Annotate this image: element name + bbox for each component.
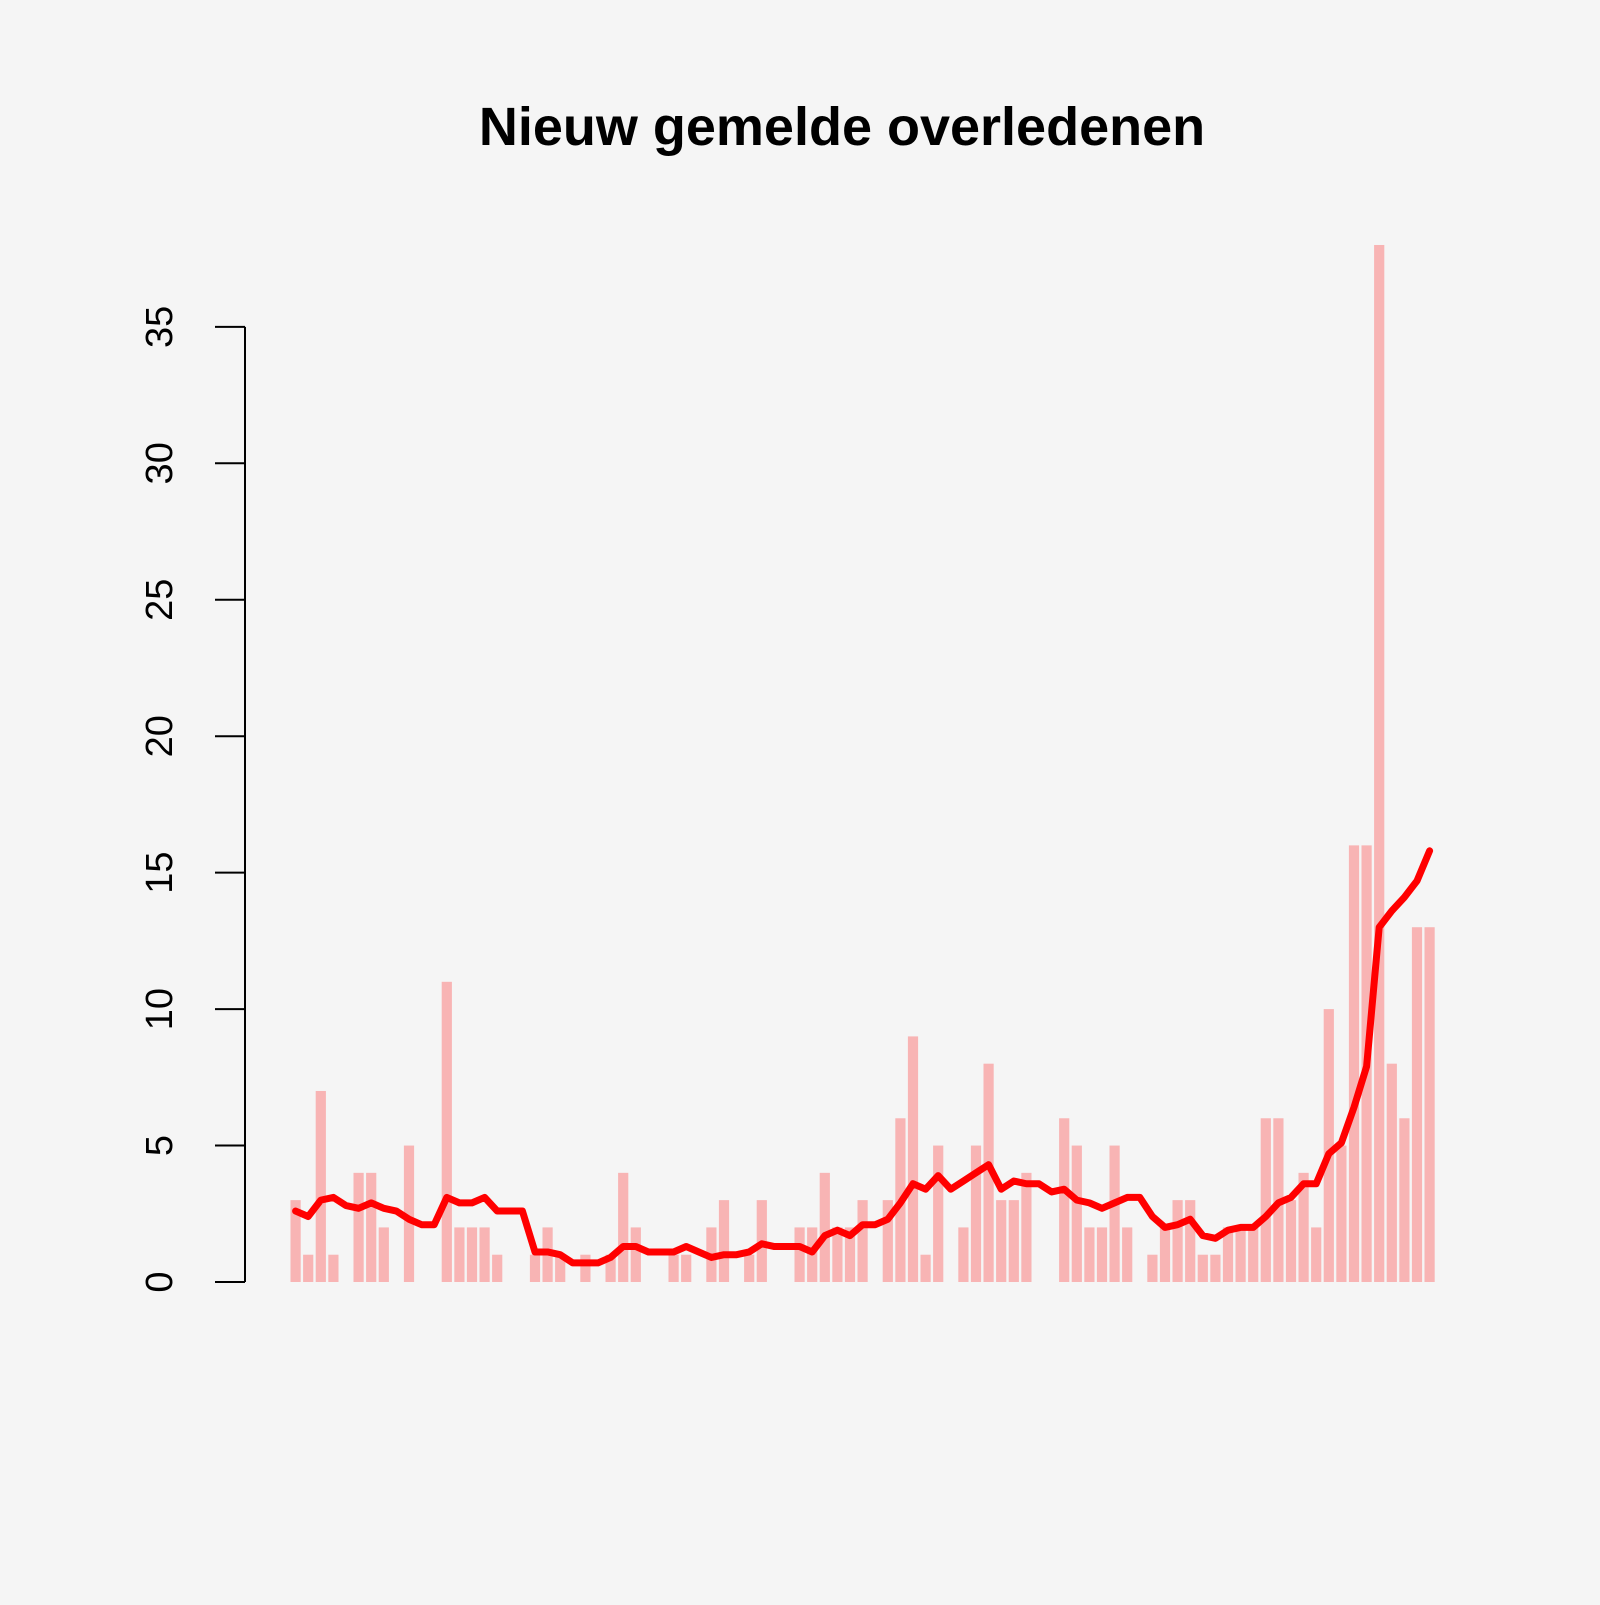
- bar: [1059, 1118, 1070, 1282]
- bar: [1298, 1172, 1309, 1282]
- bar: [882, 1200, 893, 1282]
- y-tick-label: 0: [139, 1271, 181, 1292]
- y-tick-label: 5: [139, 1135, 181, 1156]
- moving-average-line-group: [292, 847, 1434, 1267]
- bar: [832, 1227, 843, 1282]
- bar: [1008, 1200, 1019, 1282]
- bar: [1222, 1227, 1234, 1282]
- bar: [1235, 1227, 1246, 1282]
- y-tick-label: 35: [139, 306, 181, 348]
- bar: [555, 1254, 566, 1282]
- bar: [1424, 927, 1435, 1282]
- bar: [315, 1090, 326, 1282]
- bar: [1311, 1227, 1322, 1282]
- bar: [618, 1172, 629, 1282]
- bar: [303, 1254, 314, 1282]
- y-tick-label: 30: [139, 442, 181, 484]
- bar: [1197, 1254, 1208, 1282]
- bar: [1096, 1227, 1108, 1282]
- bar: [1210, 1254, 1221, 1282]
- bar: [718, 1200, 730, 1282]
- bar: [1109, 1145, 1120, 1282]
- bar: [1386, 1063, 1397, 1282]
- bar: [668, 1254, 679, 1282]
- bar: [1260, 1118, 1271, 1282]
- bar: [996, 1200, 1007, 1282]
- bar: [366, 1172, 377, 1282]
- bar: [970, 1145, 982, 1282]
- bar: [328, 1254, 339, 1282]
- bar: [1071, 1145, 1082, 1282]
- bar: [1411, 927, 1423, 1282]
- bar: [1021, 1172, 1032, 1282]
- bar: [290, 1200, 301, 1282]
- bar: [479, 1227, 490, 1282]
- chart-title: Nieuw gemelde overledenen: [479, 97, 1205, 157]
- y-tick-label: 20: [139, 715, 181, 757]
- bar: [403, 1145, 415, 1282]
- bar: [1285, 1200, 1297, 1282]
- bar: [907, 1036, 919, 1282]
- bar: [353, 1172, 364, 1282]
- bar: [1348, 845, 1360, 1282]
- bar: [441, 981, 452, 1282]
- bar: [378, 1227, 389, 1282]
- y-tick-label: 10: [139, 988, 181, 1030]
- bar: [819, 1172, 830, 1282]
- bar: [1084, 1227, 1095, 1282]
- bar: [1185, 1200, 1196, 1282]
- bar: [681, 1254, 692, 1282]
- bar: [920, 1254, 931, 1282]
- bar: [933, 1145, 944, 1282]
- bar: [958, 1227, 969, 1282]
- bar: [983, 1063, 994, 1282]
- bar: [857, 1200, 868, 1282]
- bar: [492, 1254, 503, 1282]
- bar: [1159, 1227, 1171, 1282]
- bar: [1374, 244, 1385, 1283]
- bar: [744, 1254, 755, 1282]
- moving-average-line: [292, 847, 1434, 1267]
- bar: [1336, 1145, 1347, 1282]
- bar: [794, 1227, 805, 1282]
- bar: [1122, 1227, 1133, 1282]
- bar: [1399, 1118, 1410, 1282]
- bar: [605, 1254, 616, 1282]
- bar: [844, 1227, 856, 1282]
- y-tick-label: 25: [139, 579, 181, 621]
- bar: [466, 1227, 478, 1282]
- y-tick-label: 15: [139, 852, 181, 894]
- bar: [1147, 1254, 1158, 1282]
- y-axis: 0 5 10 15 20 25 30 35: [139, 306, 246, 1293]
- bar: [1248, 1227, 1259, 1282]
- bar: [580, 1254, 591, 1282]
- bar: [529, 1254, 541, 1282]
- bar: [1323, 1009, 1334, 1282]
- bar: [1172, 1200, 1183, 1282]
- bar: [454, 1227, 465, 1282]
- bar: [630, 1227, 641, 1282]
